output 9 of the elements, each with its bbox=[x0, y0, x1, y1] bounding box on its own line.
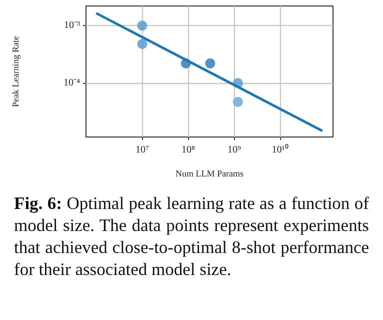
x-tick-label: 10¹⁰ bbox=[272, 144, 289, 156]
x-tick-label: 10⁸ bbox=[181, 144, 196, 156]
x-tick-label: 10⁷ bbox=[135, 144, 150, 156]
y-tick-label: 10⁻³ bbox=[64, 20, 80, 32]
y-tick-label: 10⁻⁴ bbox=[64, 78, 80, 89]
caption: Fig. 6: Optimal peak learning rate as a function of model size. The data points represent experiments that achieved close-to-optimal 8-shot performance for their associated model size. bbox=[14, 193, 369, 279]
x-axis-title: Num LLM Params bbox=[176, 168, 244, 178]
y-axis-title: Peak Learning Rate bbox=[10, 36, 20, 107]
x-tick-label: 10⁹ bbox=[228, 144, 242, 156]
